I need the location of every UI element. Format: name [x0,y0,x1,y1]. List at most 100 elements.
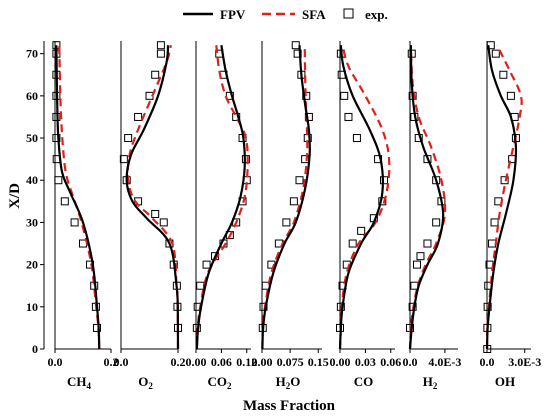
exp-point [499,70,508,79]
exp-point [357,226,366,235]
exp-point [432,218,441,227]
panel-species-label: CH4 [67,374,92,391]
species-subscript: 2 [227,381,232,391]
y-tick-label: 30 [26,215,38,229]
sfa-line [485,44,523,350]
panel-species-label: H2 [423,374,438,391]
x-tick-label: 0.06 [211,355,232,369]
x-tick-label: 4.0E-3 [428,355,461,369]
exp-point [282,218,291,227]
x-tick-label: 0.03 [355,355,376,369]
exp-point [380,176,388,185]
species-suffix: O [290,374,300,389]
y-axis-title: X/D [7,183,23,209]
exp-point [159,218,168,227]
exp-point [54,176,63,185]
y-tick-label: 20 [26,258,38,272]
x-tick-label: 0.12 [236,355,257,369]
exp-point [156,41,165,50]
exp-point [156,49,165,58]
exp-point [423,239,432,248]
x-tick-label: 0.15 [308,355,329,369]
sfa-line [126,44,180,350]
exp-point [416,252,425,261]
species-subscript: 2 [148,381,153,391]
panel-6: 0.0 4.0E-3 H2 [403,41,461,391]
species-subscript: 4 [87,381,92,391]
exp-point [412,260,421,269]
exp-point [259,302,268,311]
exp-point [151,209,160,218]
exp-point [340,91,349,100]
exp-point [410,281,419,290]
y-tick-label: 60 [26,89,38,103]
exp-point [52,134,61,143]
y-tick-label: 40 [26,173,38,187]
fpv-line [408,45,445,350]
y-tick-label: 0 [32,342,38,356]
exp-point [488,239,497,248]
panel-5: 0.00 0.03 0.06 CO [330,41,401,389]
exp-point [196,281,205,290]
exp-point [119,155,128,164]
fpv-line [55,45,101,350]
x-tick-label: 0.075 [277,355,304,369]
x-tick-label: 0.06 [380,355,401,369]
exp-point [408,302,417,311]
exp-point [348,239,357,248]
exp-point [483,302,492,311]
panel-2: 0.0 0.2 O2 [114,41,186,391]
legend-fpv-label: FPV [220,7,246,22]
fpv-line [485,45,518,350]
exp-point [93,323,101,332]
fpv-line [125,45,180,350]
x-tick-label: 0.2 [104,355,119,369]
panel-species-label: O2 [138,374,153,391]
legend-exp-marker [343,8,354,19]
fpv-line [195,45,246,350]
exp-point [202,260,211,269]
panel-species-label: H2O [276,374,301,391]
x-tick-label: 0.00 [330,355,351,369]
species-subscript: 2 [286,381,291,391]
legend-sfa-label: SFA [302,7,326,22]
legend-exp-label: exp. [365,7,388,22]
x-tick-label: 0.2 [171,355,186,369]
y-tick-label: 50 [26,131,38,145]
panel-1: 0.0 0.2 CH4 [48,41,119,391]
exp-point [134,112,143,121]
x-tick-label: 0.0 [480,355,495,369]
species-subscript: 2 [433,381,438,391]
exp-point [70,218,79,227]
sfa-line [261,45,309,350]
fpv-line [338,45,384,350]
x-tick-label: 0.00 [186,355,207,369]
exp-point [500,176,509,185]
exp-point [295,176,304,185]
sfa-line [58,45,101,350]
exp-point [491,49,500,58]
exp-point [506,91,515,100]
exp-point [124,134,133,143]
exp-point [291,41,300,50]
x-tick-label: 0.00 [252,355,273,369]
legend: FPV SFA exp. [183,7,388,22]
x-tick-label: 0.0 [48,355,63,369]
exp-point [289,197,298,206]
panel-7: 0.0 3.0E-3 OH [480,41,541,389]
exp-point [60,197,69,206]
exp-point [293,49,302,58]
x-tick-label: 3.0E-3 [508,355,541,369]
exp-point [344,112,353,121]
x-tick-label: 0.0 [114,355,129,369]
panel-4: 0.00 0.075 0.15 H2O [252,41,329,391]
y-tick-label: 70 [26,47,38,61]
panel-species-label: CO2 [208,374,233,391]
y-axis: 0 10 20 30 40 50 60 70 [26,41,45,356]
x-tick-label: 0.0 [403,355,418,369]
panel-species-label: OH [495,374,515,389]
exp-point [490,218,499,227]
